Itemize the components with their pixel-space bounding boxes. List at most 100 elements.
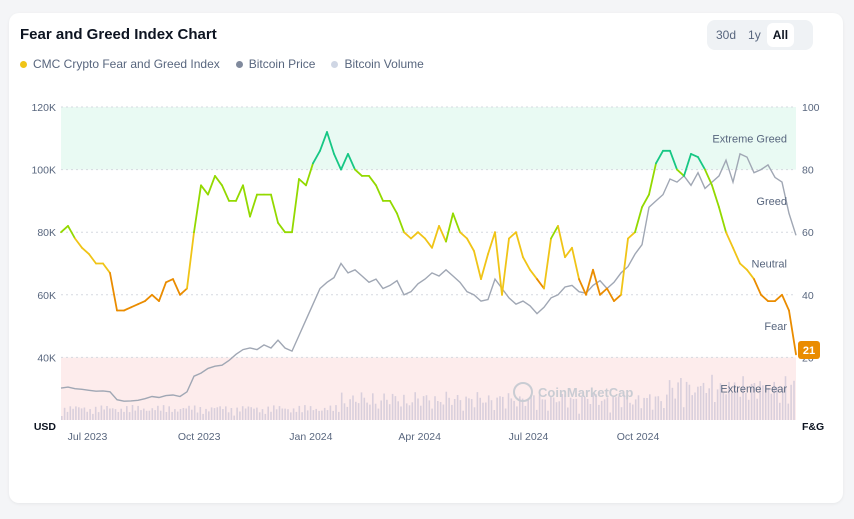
volume-bar bbox=[216, 407, 219, 420]
volume-bar bbox=[196, 412, 199, 420]
volume-bar bbox=[521, 398, 524, 420]
legend-item-bitcoin-volume[interactable]: Bitcoin Volume bbox=[331, 57, 424, 71]
volume-bar bbox=[750, 383, 753, 420]
volume-bar bbox=[165, 412, 168, 420]
volume-bar bbox=[705, 393, 708, 420]
fear-greed-segment bbox=[340, 152, 349, 171]
volume-bar bbox=[106, 406, 108, 420]
volume-bar bbox=[78, 407, 80, 420]
volume-bar bbox=[456, 395, 459, 420]
volume-bar bbox=[739, 396, 742, 420]
volume-bar bbox=[193, 405, 196, 420]
volume-bar bbox=[530, 394, 532, 420]
volume-bar bbox=[236, 407, 238, 420]
volume-bar bbox=[363, 397, 366, 420]
volume-bar bbox=[479, 397, 481, 420]
fear-greed-segment bbox=[270, 193, 279, 224]
fear-greed-segment bbox=[144, 293, 153, 303]
range-1y-button[interactable]: 1y bbox=[748, 28, 761, 42]
volume-bar bbox=[301, 412, 303, 420]
volume-bar bbox=[504, 408, 507, 420]
fear-greed-segment bbox=[354, 168, 363, 177]
volume-bar bbox=[451, 404, 453, 420]
volume-bar bbox=[600, 400, 603, 420]
volume-bar bbox=[261, 409, 264, 420]
volume-bar bbox=[80, 408, 83, 420]
volume-bar bbox=[567, 407, 569, 420]
legend-item-fear-greed[interactable]: CMC Crypto Fear and Greed Index bbox=[20, 57, 220, 71]
volume-bar bbox=[369, 404, 371, 420]
volume-bar bbox=[400, 406, 402, 420]
volume-bar bbox=[304, 405, 306, 420]
legend-item-bitcoin-price[interactable]: Bitcoin Price bbox=[235, 57, 315, 71]
volume-bar bbox=[360, 392, 363, 420]
volume-bar bbox=[222, 409, 224, 420]
volume-bar bbox=[561, 394, 563, 420]
volume-bar bbox=[256, 407, 258, 420]
current-value-badge: 21 bbox=[798, 341, 820, 359]
volume-bar bbox=[691, 395, 693, 420]
volume-bar bbox=[527, 399, 529, 420]
fear-greed-segment bbox=[235, 184, 244, 202]
volume-bar bbox=[332, 410, 334, 420]
fear-greed-segment bbox=[655, 149, 664, 165]
volume-bar bbox=[403, 394, 405, 420]
volume-bar bbox=[581, 396, 583, 420]
volume-bar bbox=[162, 405, 165, 420]
fear-greed-segment bbox=[193, 184, 202, 234]
volume-bar bbox=[632, 404, 634, 420]
volume-bar bbox=[651, 409, 654, 420]
volume-bar bbox=[736, 389, 739, 420]
volume-bar bbox=[496, 397, 498, 420]
fear-greed-segment bbox=[347, 152, 356, 171]
volume-bar bbox=[547, 410, 549, 420]
fear-greed-segment bbox=[578, 278, 587, 296]
range-30d-button[interactable]: 30d bbox=[716, 28, 737, 42]
volume-bar bbox=[445, 391, 448, 420]
volume-bar bbox=[657, 396, 660, 420]
volume-bar bbox=[185, 408, 187, 420]
volume-bar bbox=[253, 408, 255, 420]
volume-bar bbox=[61, 416, 63, 420]
fear-greed-segment bbox=[312, 149, 321, 165]
volume-bar bbox=[357, 403, 360, 420]
volume-bar bbox=[555, 402, 558, 420]
volume-bar bbox=[499, 396, 501, 420]
volume-bar bbox=[97, 412, 100, 420]
zone-label: Greed bbox=[756, 196, 787, 208]
volume-bar bbox=[682, 407, 685, 420]
volume-bar bbox=[377, 408, 380, 420]
fear-greed-segment bbox=[669, 149, 678, 171]
volume-bar bbox=[335, 405, 337, 420]
volume-bar bbox=[159, 410, 162, 420]
volume-bar bbox=[731, 392, 733, 420]
volume-bar bbox=[728, 381, 730, 420]
volume-bar bbox=[541, 399, 544, 420]
volume-bar bbox=[487, 395, 490, 420]
x-axis-tick-label: Oct 2024 bbox=[617, 431, 660, 443]
volume-bar bbox=[759, 381, 761, 420]
volume-bar bbox=[241, 406, 244, 420]
volume-bar bbox=[733, 382, 736, 420]
fear-greed-segment bbox=[508, 231, 517, 240]
x-axis-tick-label: Jul 2024 bbox=[509, 431, 549, 443]
fear-greed-segment bbox=[760, 293, 769, 303]
volume-bar bbox=[468, 398, 470, 420]
fear-greed-segment bbox=[326, 131, 335, 155]
fear-greed-segment bbox=[585, 268, 594, 296]
volume-bar bbox=[694, 392, 696, 420]
volume-bar bbox=[666, 394, 668, 420]
left-axis-tick-label: 100K bbox=[31, 165, 56, 177]
volume-bar bbox=[306, 410, 309, 420]
volume-bar bbox=[182, 408, 185, 420]
fear-greed-segment bbox=[515, 231, 524, 259]
volume-bar bbox=[431, 408, 433, 420]
fear-greed-segment bbox=[648, 162, 657, 196]
fear-greed-segment bbox=[123, 306, 132, 312]
fear-greed-segment bbox=[459, 231, 468, 240]
volume-bar bbox=[346, 406, 349, 420]
volume-bar bbox=[295, 411, 298, 420]
fear-greed-segment bbox=[774, 293, 783, 303]
range-all-button[interactable]: All bbox=[766, 23, 795, 47]
volume-bar bbox=[69, 406, 72, 420]
